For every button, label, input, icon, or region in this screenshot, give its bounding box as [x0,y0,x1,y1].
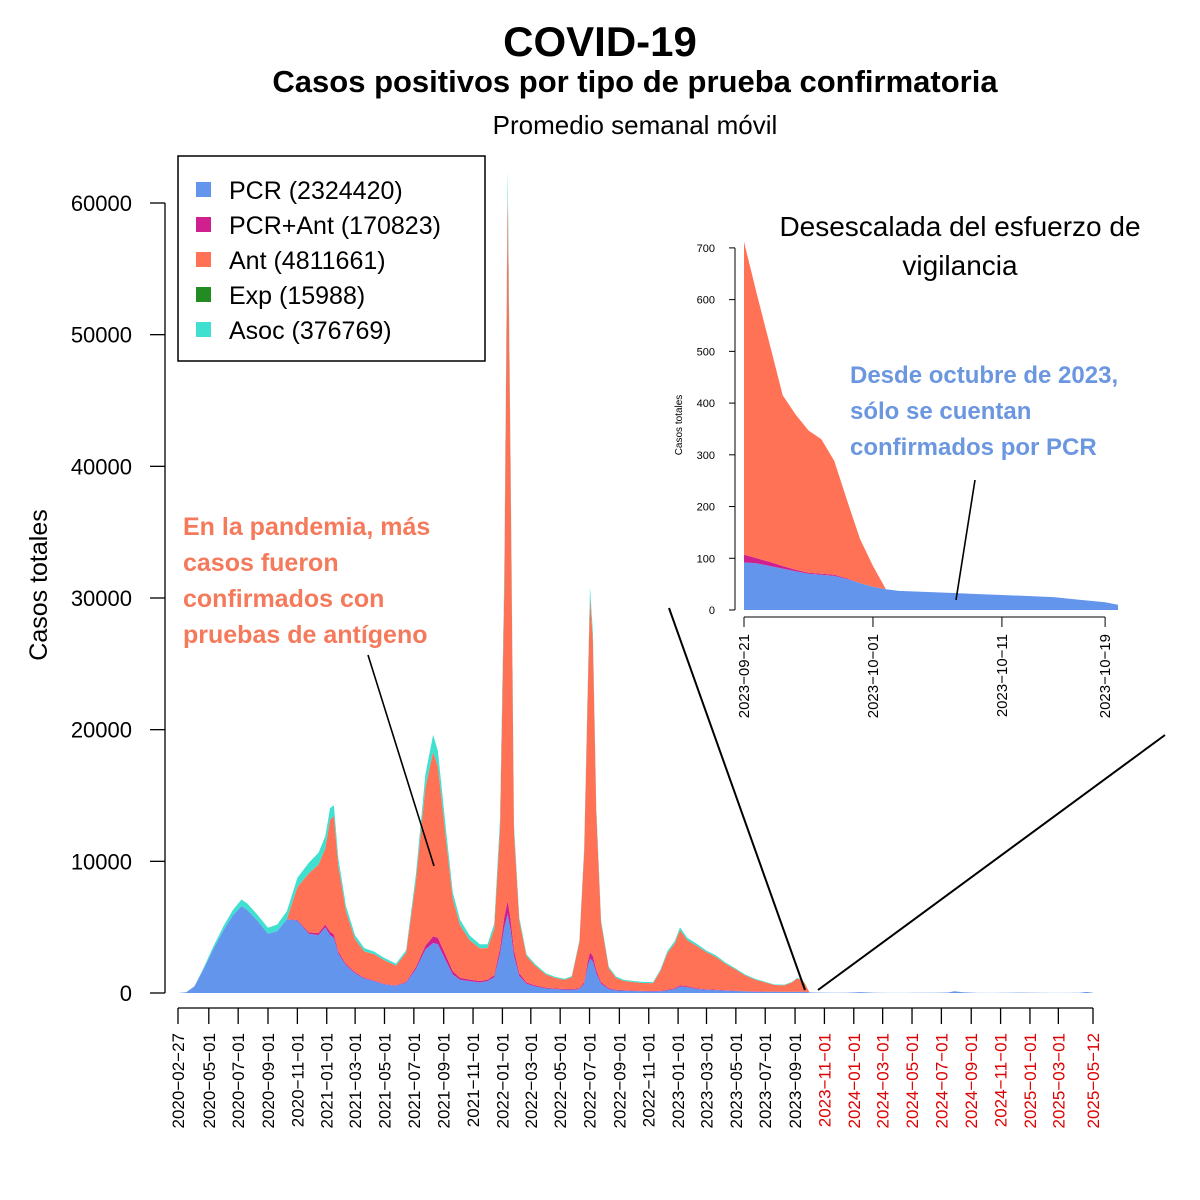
x-tick-label: 2023−07−01 [756,1033,775,1129]
x-tick-label: 2025−05−12 [1084,1033,1103,1129]
x-tick-label: 2024−01−01 [845,1033,864,1129]
x-tick-label: 2020−09−01 [259,1033,278,1129]
y-tick-label: 50000 [71,323,132,348]
legend-swatch-asoc [196,322,211,337]
chart-title: COVID-19 [503,18,697,65]
inset-area-ant [744,241,1118,605]
pandemic-annotation-pointer [367,654,435,867]
legend-swatch-pcr [196,182,211,197]
pandemic-annotation-line: pruebas de antígeno [183,621,427,649]
inset-note-line: confirmados por PCR [850,434,1097,461]
x-tick-label: 2022−03−01 [522,1033,541,1129]
x-tick-label: 2024−09−01 [962,1033,981,1129]
inset-title-line: vigilancia [902,250,1018,281]
inset-note-line: Desde octubre de 2023, [850,362,1118,389]
legend-label: Exp (15988) [229,282,365,310]
inset-x-tick-label: 2023−10−11 [994,634,1011,717]
inset-y-tick-label: 100 [697,553,715,565]
inset-title-line: Desescalada del esfuerzo de [779,211,1140,242]
inset-note-line: sólo se cuentan [850,398,1031,425]
inset-y-axis-label: Casos totales [674,395,685,456]
x-tick-label: 2021−03−01 [346,1033,365,1129]
x-tick-label: 2023−11−01 [815,1033,834,1127]
x-tick-label: 2025−01−01 [1021,1033,1040,1129]
annotations: En la pandemia, más casos fueron confirmad… [183,211,1141,867]
inset-y-tick-label: 0 [709,605,715,617]
x-tick-label: 2020−11−01 [288,1033,307,1127]
y-tick-label: 30000 [71,586,132,611]
x-tick-label: 2023−09−01 [786,1033,805,1129]
pandemic-annotation-line: casos fueron [183,549,339,577]
zoom-connector-lines [668,607,1166,991]
pandemic-annotation-line: confirmados con [183,585,384,613]
y-axis-label: Casos totales [25,509,53,660]
legend: PCR (2324420) PCR+Ant (170823) Ant (481166… [177,155,486,362]
y-tick-label: 40000 [71,454,132,479]
x-tick-label: 2025−03−01 [1049,1033,1068,1129]
x-tick-label: 2021−09−01 [435,1033,454,1129]
inset-y-tick-label: 400 [697,398,715,410]
legend-label: PCR+Ant (170823) [229,212,441,240]
x-tick-label: 2022−01−01 [493,1033,512,1129]
inset-y-tick-label: 200 [697,502,715,514]
legend-swatch-ant [196,252,211,267]
x-tick-label: 2023−05−01 [727,1033,746,1129]
legend-box [177,155,486,362]
x-tick-label: 2023−03−01 [698,1033,717,1129]
legend-swatch-exp [196,287,211,302]
x-tick-label: 2021−01−01 [318,1033,337,1129]
y-tick-label: 20000 [71,718,132,743]
zoom-line-right [817,734,1166,991]
pandemic-annotation-line: En la pandemia, más [183,513,430,541]
legend-label: Ant (4811661) [229,247,386,275]
inset-x-tick-label: 2023−09−21 [736,634,753,718]
x-tick-label: 2022−07−01 [581,1033,600,1129]
inset-x-tick-label: 2023−10−01 [865,634,882,718]
y-tick-label: 60000 [71,191,132,216]
inset-axes: 0 100 200 300 400 500 600 700 Casos totales 2023−… [674,243,1114,718]
x-tick-label: 2020−05−01 [200,1033,219,1129]
inset-area-series [744,241,1118,610]
inset-y-tick-label: 300 [697,450,715,462]
main-area-series [178,170,1093,994]
x-tick-label: 2024−03−01 [874,1033,893,1129]
inset-y-tick-label: 700 [697,243,715,255]
zoom-line-left [668,607,806,991]
legend-label: PCR (2324420) [229,177,403,205]
main-area-pcr [178,906,1093,993]
x-tick-label: 2021−11−01 [464,1033,483,1127]
x-tick-label: 2020−07−01 [229,1033,248,1129]
chart-subsubtitle: Promedio semanal móvil [492,110,778,140]
chart-subtitle: Casos positivos por tipo de prueba confi… [272,64,998,99]
x-tick-label: 2021−05−01 [376,1033,395,1129]
main-axes: 0 10000 20000 30000 40000 50000 60000 Casos tot… [25,191,1103,1129]
x-tick-label: 2022−11−01 [640,1033,659,1127]
inset-x-tick-label: 2023−10−19 [1097,634,1114,718]
legend-label: Asoc (376769) [229,317,392,345]
x-tick-label: 2024−11−01 [992,1033,1011,1127]
x-tick-label: 2024−05−01 [903,1033,922,1129]
x-tick-label: 2022−09−01 [610,1033,629,1129]
x-tick-label: 2020−02−27 [169,1033,188,1129]
y-tick-label: 0 [120,981,132,1006]
x-tick-label: 2022−05−01 [551,1033,570,1129]
inset-y-tick-label: 600 [697,295,715,307]
x-tick-label: 2023−01−01 [669,1033,688,1129]
x-tick-label: 2024−07−01 [932,1033,951,1129]
x-tick-label: 2021−07−01 [405,1033,424,1129]
inset-y-tick-label: 500 [697,346,715,358]
inset-area-pcr [744,562,1118,610]
y-tick-label: 10000 [71,849,132,874]
inset-note-pointer [955,479,976,601]
legend-swatch-pcrant [196,217,211,232]
